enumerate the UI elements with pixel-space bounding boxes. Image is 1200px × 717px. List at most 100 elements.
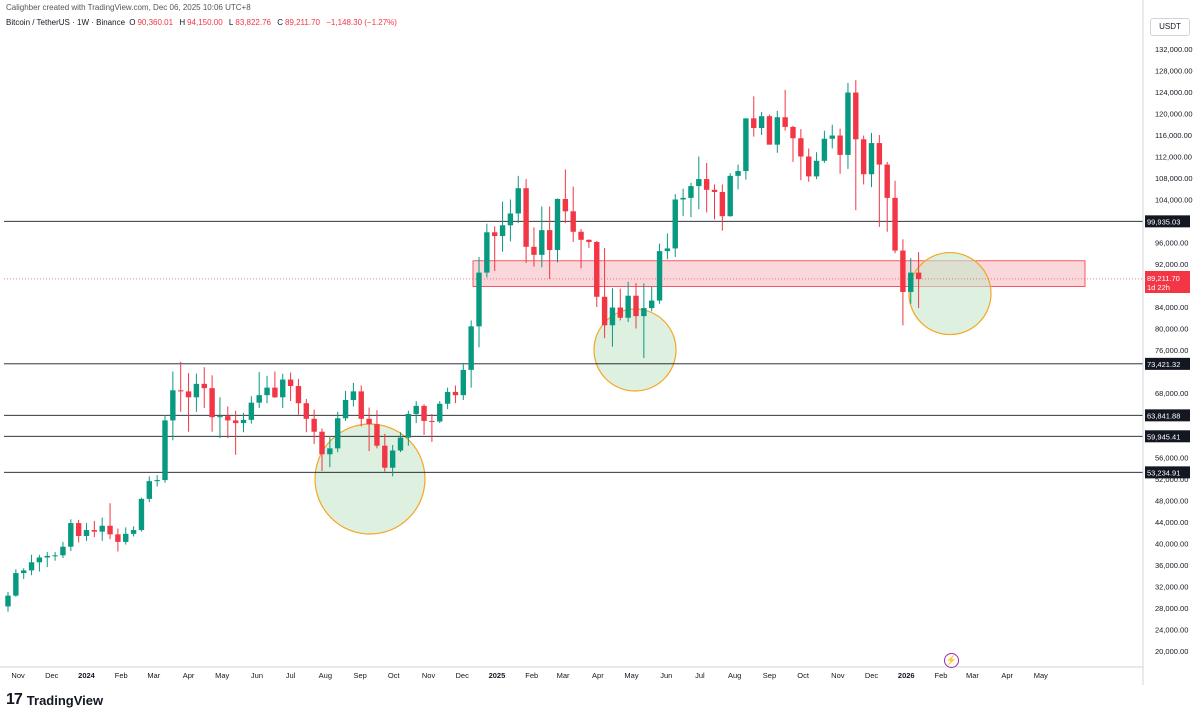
candle-up[interactable] xyxy=(696,179,702,187)
candle-up[interactable] xyxy=(397,437,404,451)
candle-up[interactable] xyxy=(13,573,19,596)
candle-up[interactable] xyxy=(21,570,27,574)
candle-down[interactable] xyxy=(178,390,184,392)
candle-up[interactable] xyxy=(83,530,90,536)
candle-up[interactable] xyxy=(327,448,333,455)
candle-down[interactable] xyxy=(209,388,215,418)
candle-down[interactable] xyxy=(382,445,388,468)
candle-down[interactable] xyxy=(421,405,427,421)
candle-down[interactable] xyxy=(594,241,600,297)
candle-up[interactable] xyxy=(146,481,152,499)
candle-up[interactable] xyxy=(280,379,286,398)
candle-down[interactable] xyxy=(225,416,231,421)
candle-down[interactable] xyxy=(766,116,773,145)
candle-up[interactable] xyxy=(868,143,875,175)
candle-down[interactable] xyxy=(429,420,435,422)
candle-up[interactable] xyxy=(162,420,168,481)
candle-up[interactable] xyxy=(350,391,357,400)
candle-up[interactable] xyxy=(507,213,514,226)
candle-down[interactable] xyxy=(115,534,121,542)
candle-up[interactable] xyxy=(389,450,396,468)
candle-up[interactable] xyxy=(515,188,521,214)
candle-up[interactable] xyxy=(484,232,490,273)
candle-down[interactable] xyxy=(91,530,98,532)
candle-down[interactable] xyxy=(546,230,553,251)
candle-down[interactable] xyxy=(633,295,639,317)
candle-down[interactable] xyxy=(806,156,812,177)
candle-down[interactable] xyxy=(492,232,498,237)
candle-up[interactable] xyxy=(821,138,828,161)
candle-down[interactable] xyxy=(232,420,239,424)
candle-down[interactable] xyxy=(798,138,804,157)
candle-up[interactable] xyxy=(656,251,663,301)
candle-down[interactable] xyxy=(790,126,796,139)
candle-down[interactable] xyxy=(287,379,294,387)
candle-up[interactable] xyxy=(138,498,145,531)
lightning-icon[interactable]: ⚡ xyxy=(944,653,959,668)
candle-down[interactable] xyxy=(366,418,372,425)
candle-down[interactable] xyxy=(782,117,788,127)
candle-down[interactable] xyxy=(523,188,529,247)
candle-up[interactable] xyxy=(130,530,137,534)
candle-up[interactable] xyxy=(625,295,631,318)
candle-down[interactable] xyxy=(570,211,576,232)
candle-up[interactable] xyxy=(727,175,733,217)
candle-up[interactable] xyxy=(154,480,160,482)
candle-down[interactable] xyxy=(185,391,192,398)
candle-down[interactable] xyxy=(719,191,726,217)
candle-up[interactable] xyxy=(335,418,341,449)
resistance-zone[interactable] xyxy=(472,260,1086,287)
candle-up[interactable] xyxy=(641,308,647,317)
candle-down[interactable] xyxy=(853,92,859,140)
candle-up[interactable] xyxy=(36,557,43,563)
candle-up[interactable] xyxy=(217,416,223,418)
candle-down[interactable] xyxy=(374,424,380,446)
candle-up[interactable] xyxy=(813,160,820,177)
candle-up[interactable] xyxy=(664,248,671,252)
candle-up[interactable] xyxy=(829,135,835,139)
candle-up[interactable] xyxy=(735,171,741,176)
candle-up[interactable] xyxy=(193,383,200,398)
candle-down[interactable] xyxy=(837,135,843,155)
candle-up[interactable] xyxy=(437,403,443,422)
candle-down[interactable] xyxy=(751,118,757,129)
candle-down[interactable] xyxy=(617,307,623,318)
candle-down[interactable] xyxy=(319,431,325,455)
currency-selector[interactable]: USDT xyxy=(1150,18,1190,36)
candle-up[interactable] xyxy=(256,395,262,403)
candle-down[interactable] xyxy=(358,391,364,419)
candle-up[interactable] xyxy=(499,225,506,237)
candle-down[interactable] xyxy=(295,386,302,404)
candle-up[interactable] xyxy=(5,595,11,607)
candle-up[interactable] xyxy=(123,533,129,542)
candle-down[interactable] xyxy=(562,198,569,212)
candle-up[interactable] xyxy=(539,230,545,255)
candle-down[interactable] xyxy=(452,391,459,396)
candle-up[interactable] xyxy=(609,307,616,326)
candle-down[interactable] xyxy=(107,525,113,535)
highlight-circle[interactable] xyxy=(908,251,992,336)
candle-down[interactable] xyxy=(703,179,710,190)
candle-down[interactable] xyxy=(876,143,883,165)
candle-up[interactable] xyxy=(554,198,561,251)
candle-up[interactable] xyxy=(28,562,35,571)
candle-up[interactable] xyxy=(468,326,474,370)
candle-down[interactable] xyxy=(892,197,898,251)
candle-up[interactable] xyxy=(476,272,482,327)
candle-up[interactable] xyxy=(52,555,58,557)
candle-down[interactable] xyxy=(711,189,718,192)
candle-up[interactable] xyxy=(444,391,451,404)
candle-up[interactable] xyxy=(680,197,686,200)
candle-up[interactable] xyxy=(845,92,851,155)
candle-down[interactable] xyxy=(900,250,906,292)
candle-up[interactable] xyxy=(460,369,466,396)
candle-down[interactable] xyxy=(303,403,309,419)
candle-down[interactable] xyxy=(601,296,608,326)
candle-up[interactable] xyxy=(99,525,105,532)
candle-down[interactable] xyxy=(586,239,592,242)
candle-down[interactable] xyxy=(201,383,207,389)
candle-down[interactable] xyxy=(311,418,317,432)
candle-up[interactable] xyxy=(170,390,176,421)
candle-up[interactable] xyxy=(908,272,914,292)
